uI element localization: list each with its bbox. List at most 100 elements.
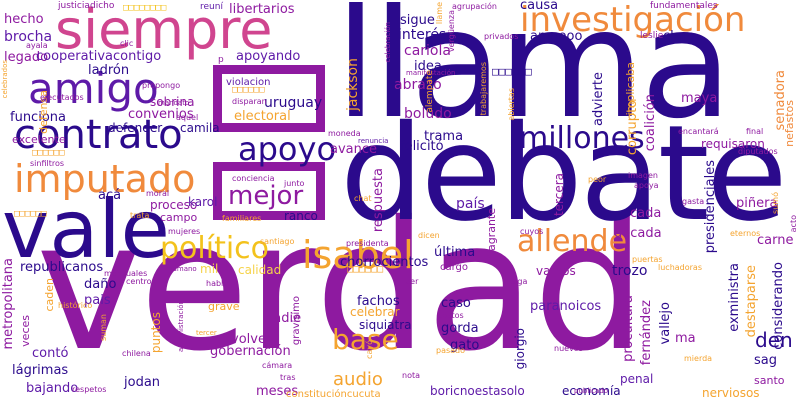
word-familiares: familiares	[222, 214, 262, 223]
word-funciona: funciona	[10, 110, 66, 125]
word-boxes-right: □□□□□□	[492, 65, 532, 78]
word-llama: llama	[335, 0, 732, 152]
word-gorda: gorda	[441, 321, 479, 336]
word-fachos: fachos	[357, 294, 400, 309]
word-nerviosos: nerviosos	[702, 386, 760, 400]
word-respuesta: respuesta	[371, 168, 386, 233]
word-calidad: calidad	[238, 263, 282, 277]
word-leslie: leslie	[640, 31, 664, 41]
word-ayala: ayala	[26, 41, 48, 50]
word-cuyos: cuyos	[520, 227, 544, 236]
word-considerando: considerando	[771, 262, 786, 350]
word-requisaron: requisaron	[701, 137, 765, 151]
word-campo: campo	[160, 211, 198, 224]
word-vallejo: vallejo	[658, 302, 673, 345]
word-tercer: tercer	[196, 329, 217, 337]
word-celebracion: celebración	[384, 22, 392, 63]
word-proceso: proceso	[150, 198, 198, 212]
word-ladron: ladrón	[88, 63, 130, 78]
word-gato: gato	[450, 338, 480, 353]
word-trata: trata	[130, 211, 150, 220]
word-aca: acá	[98, 188, 122, 203]
word-renuncia: renuncia	[358, 137, 389, 145]
word-ultima: última	[434, 245, 476, 260]
word-mil: mil	[200, 262, 219, 276]
word-acto: acto	[789, 215, 798, 233]
word-maya: maya	[681, 91, 718, 106]
word-jackson: jackson	[345, 58, 361, 112]
word-brocha: brocha	[4, 29, 53, 45]
word-apoyando: apoyando	[236, 49, 301, 64]
word-siempre: siempre	[55, 0, 273, 61]
word-destaparse: destaparse	[744, 265, 759, 338]
word-cariola: cariola	[404, 43, 451, 59]
word-giorgio: giorgio	[513, 328, 527, 370]
word-fundamentales: fundamentales	[650, 1, 718, 11]
word-nuevos: nuevos	[554, 344, 583, 353]
word-procultura: procultura	[621, 295, 636, 362]
word-dicho: dicho	[90, 1, 115, 11]
word-suman: suman	[99, 314, 108, 342]
word-respetos: respetos	[72, 385, 107, 394]
word-pinera: piñera	[736, 196, 778, 211]
word-caden: caden	[43, 278, 56, 312]
word-caso: caso	[441, 296, 471, 311]
word-aquel: aquel	[176, 113, 199, 122]
word-mensuales: mensuales	[104, 269, 148, 278]
word-pais2: país	[456, 196, 485, 212]
word-llame: llame	[435, 2, 444, 25]
word-boxes-mid: □□□□□□	[232, 85, 265, 95]
word-debate: debate	[340, 97, 788, 251]
word-centro: centro	[126, 277, 152, 286]
word-investigacion: investigación	[520, 0, 746, 40]
word-advierte: advierte	[591, 72, 606, 126]
word-allende: allende	[517, 224, 628, 259]
word-legado: legado	[4, 50, 49, 65]
word-corrupto: corrupto	[625, 100, 640, 156]
word-dano: daño	[84, 277, 117, 292]
word-chilena: chilena	[122, 349, 151, 358]
word-hablo: habló	[206, 279, 229, 288]
word-moral: moral	[146, 189, 170, 198]
word-propongo: propongo	[142, 81, 181, 90]
word-clic: clic	[120, 39, 134, 48]
word-costos: costos	[438, 311, 464, 320]
word-vamos: vamos	[536, 264, 576, 278]
word-santo: santo	[754, 374, 785, 387]
word-uruguay: uruguay	[264, 95, 323, 111]
word-mejor: mejor	[228, 181, 304, 211]
word-boricnoestasolo: boricnoestasolo	[430, 384, 525, 398]
word-dicen: dicen	[418, 231, 440, 240]
word-cooperativacontigo: cooperativacontigo	[36, 49, 162, 64]
word-jodan: jodan	[124, 375, 161, 390]
word-presidenciales: presidenciales	[703, 160, 718, 254]
word-sigue: sigue	[400, 13, 435, 28]
word-agrupacion: agrupación	[452, 2, 497, 11]
word-boxes-left: □□□□□□	[32, 148, 65, 158]
word-siga: siga	[511, 277, 528, 286]
word-sumo: sumó	[771, 192, 780, 214]
word-hecho: hecho	[4, 12, 44, 27]
word-amigo: amigo	[28, 64, 159, 113]
word-decada: década	[614, 226, 662, 241]
word-verdad: verdad	[36, 183, 646, 390]
word-isabel: isabel	[302, 233, 414, 277]
word-volver: volver	[231, 332, 272, 347]
word-trozo: trozo	[612, 263, 648, 279]
word-junto: junto	[284, 179, 305, 188]
word-privados: privados	[484, 32, 519, 41]
word-meses: meses	[256, 384, 299, 399]
word-veces: veces	[19, 315, 32, 347]
word-disparan: disparan	[232, 97, 267, 106]
word-fernandez: fernández	[639, 300, 654, 366]
word-violacion: violacion	[226, 77, 271, 88]
word-gasta: gasta	[682, 197, 705, 206]
word-flagrante: flagrante	[485, 208, 498, 258]
word-tras: tras	[280, 373, 296, 382]
word-cada: cada	[630, 206, 662, 221]
word-administracion: administración	[177, 300, 185, 352]
word-gobernacion: gobernación	[210, 344, 291, 359]
word-conciencia: conciencia	[232, 174, 275, 183]
word-libertarios: libertarios	[229, 2, 295, 17]
